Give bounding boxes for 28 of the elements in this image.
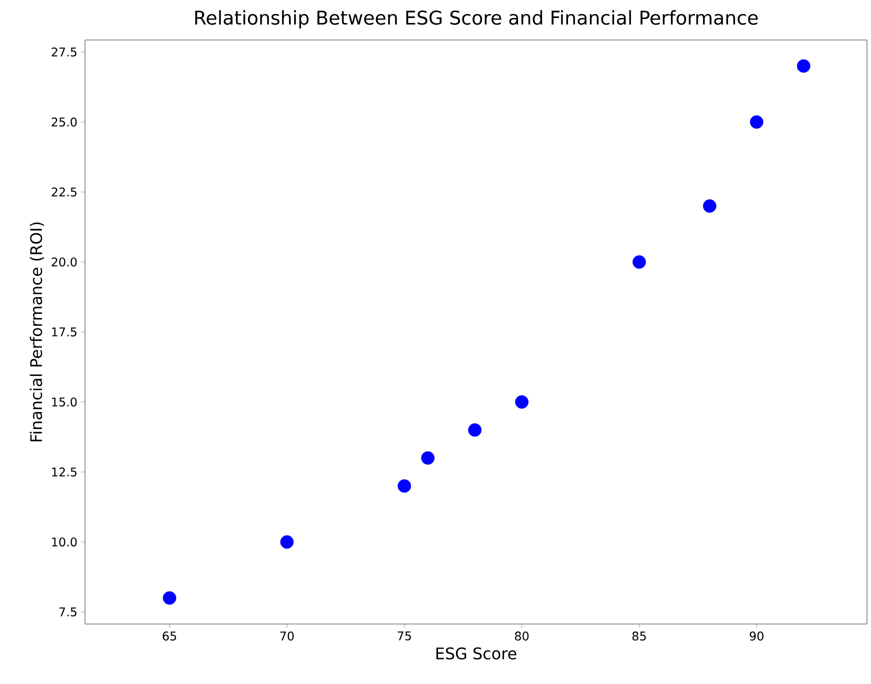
x-tick-label: 90 bbox=[750, 632, 764, 641]
y-tick-label: 12.5 bbox=[52, 467, 76, 477]
y-tick-label: 17.5 bbox=[52, 328, 76, 336]
x-axis-title: ESG Score bbox=[436, 647, 516, 660]
y-tick-label: 15.0 bbox=[52, 397, 77, 407]
chart-title: Relationship Between ESG Score and Financial Performance bbox=[195, 10, 758, 28]
point bbox=[468, 423, 482, 437]
y-axis-title: Financial Performance (ROI) bbox=[30, 222, 44, 442]
point bbox=[280, 535, 294, 549]
y-tick-label: 20.0 bbox=[52, 257, 77, 267]
point bbox=[421, 451, 435, 465]
x-tick-label: 75 bbox=[398, 632, 411, 640]
y-tick-label: 22.5 bbox=[52, 187, 76, 197]
y-tick-label: 25.0 bbox=[52, 118, 77, 127]
y-tick-label: 27.5 bbox=[52, 48, 76, 57]
point bbox=[162, 591, 176, 605]
point bbox=[796, 59, 810, 73]
x-tick-label: 85 bbox=[632, 632, 646, 641]
point bbox=[750, 115, 764, 129]
point bbox=[398, 479, 412, 493]
point bbox=[632, 255, 646, 269]
y-tick-label: 10.0 bbox=[52, 537, 77, 546]
point bbox=[702, 199, 716, 213]
x-tick-label: 80 bbox=[515, 632, 529, 641]
x-tick-label: 70 bbox=[280, 632, 294, 641]
y-tick-label: 7.5 bbox=[59, 608, 76, 616]
x-tick-label: 65 bbox=[162, 632, 176, 641]
point bbox=[515, 395, 528, 409]
